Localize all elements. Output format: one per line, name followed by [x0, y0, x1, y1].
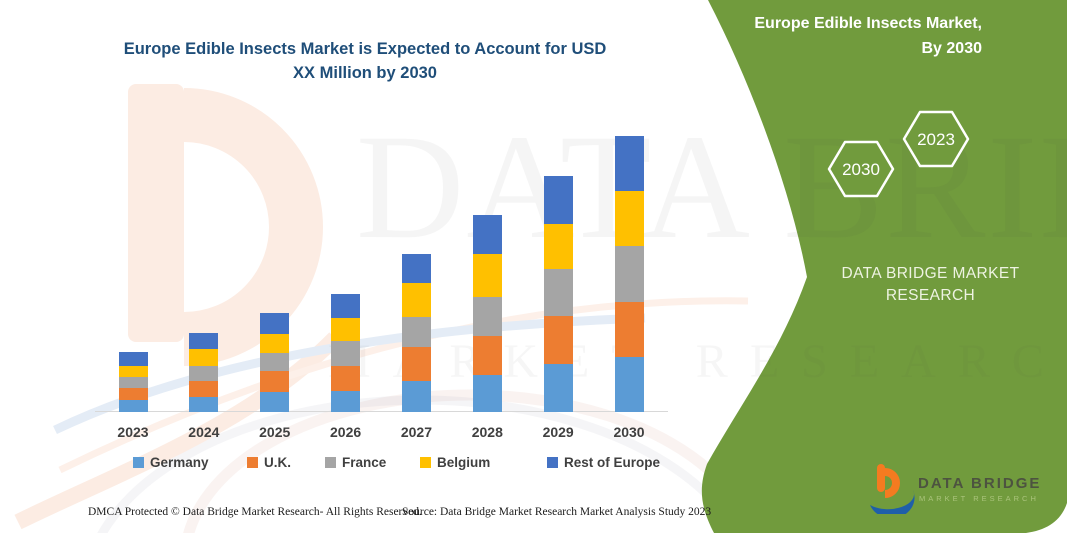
side-heading-line1: Europe Edible Insects Market,: [754, 15, 982, 32]
x-axis-label-2030: 2030: [613, 424, 645, 440]
legend-item-belgium: Belgium: [420, 455, 490, 470]
x-axis-label-2027: 2027: [400, 424, 433, 440]
bar-segment-rest-of-europe: [118, 352, 148, 366]
bar-segment-germany: [472, 375, 502, 412]
bar-segment-u-k-: [331, 366, 361, 391]
legend-label: Germany: [150, 455, 209, 470]
brand-text-line2: RESEARCH: [885, 287, 976, 305]
legend-swatch: [247, 457, 258, 468]
x-axis-label-2025: 2025: [259, 424, 291, 440]
legend-item-france: France: [325, 455, 386, 470]
bar-segment-france: [543, 269, 573, 316]
bar-segment-u-k-: [260, 371, 290, 392]
bar-segment-u-k-: [401, 347, 431, 381]
page-title-line1: Europe Edible Insects Market is Expected…: [123, 40, 607, 58]
bar-column-2028: [472, 215, 502, 412]
hexagon-2030-label: 2030: [842, 160, 880, 179]
x-axis-label-2023: 2023: [117, 424, 149, 440]
legend-swatch: [325, 457, 336, 468]
bar-segment-rest-of-europe: [260, 313, 290, 334]
page-title: Europe Edible Insects Market is Expected…: [65, 38, 665, 86]
bar-segment-germany: [331, 391, 361, 412]
bar-segment-belgium: [472, 254, 502, 297]
legend-swatch: [133, 457, 144, 468]
bar-segment-belgium: [331, 318, 361, 341]
bar-column-2030: [614, 136, 644, 412]
bar-segment-belgium: [543, 224, 573, 269]
bar-segment-france: [614, 246, 644, 302]
footer-dmca: DMCA Protected © Data Bridge Market Rese…: [88, 506, 422, 518]
bar-segment-belgium: [260, 334, 290, 353]
legend-item-germany: Germany: [133, 455, 209, 470]
bar-segment-rest-of-europe: [543, 176, 573, 224]
footer-source: Source: Data Bridge Market Research Mark…: [402, 506, 712, 518]
logo-b-bowl: [884, 468, 900, 498]
legend-label: France: [342, 455, 387, 470]
bar-segment-germany: [189, 397, 219, 412]
bar-segment-france: [189, 366, 219, 381]
bar-segment-france: [472, 297, 502, 336]
logo-tagline-text: MARKET RESEARCH: [919, 494, 1039, 503]
bar-segment-rest-of-europe: [189, 333, 219, 349]
bar-segment-rest-of-europe: [614, 136, 644, 191]
bar-segment-belgium: [401, 283, 431, 317]
bar-segment-belgium: [118, 366, 148, 377]
bar-segment-u-k-: [189, 381, 219, 397]
bar-segment-germany: [260, 392, 290, 412]
legend-swatch: [547, 457, 558, 468]
page-title-line2: XX Million by 2030: [293, 63, 437, 82]
bar-segment-germany: [614, 357, 644, 412]
bar-segment-germany: [118, 400, 148, 412]
bar-segment-france: [331, 341, 361, 366]
bar-segment-rest-of-europe: [331, 294, 361, 318]
bar-column-2025: [260, 313, 290, 412]
bar-column-2029: [543, 176, 573, 412]
bar-segment-germany: [401, 381, 431, 412]
legend-item-rest-of-europe: Rest of Europe: [547, 455, 660, 470]
bar-segment-rest-of-europe: [401, 254, 431, 283]
bar-segment-germany: [543, 364, 573, 412]
data-bridge-logo-icon: [870, 464, 915, 514]
bar-column-2024: [189, 333, 219, 412]
bar-column-2027: [401, 254, 431, 412]
legend-label: Belgium: [437, 455, 491, 470]
legend-swatch: [420, 457, 431, 468]
bar-column-2023: [118, 352, 148, 412]
bar-segment-belgium: [614, 191, 644, 246]
bar-segment-u-k-: [472, 336, 502, 375]
bar-segment-u-k-: [118, 388, 148, 400]
bar-segment-u-k-: [543, 316, 573, 364]
x-axis-label-2026: 2026: [330, 424, 362, 440]
x-axis-label-2028: 2028: [471, 424, 503, 440]
hexagon-2023-label: 2023: [917, 130, 955, 149]
logo-brand-text: DATA BRIDGE: [918, 475, 1042, 492]
bar-segment-belgium: [189, 349, 219, 366]
side-heading-line2: By 2030: [921, 39, 983, 57]
bar-segment-france: [118, 377, 148, 388]
bar-segment-u-k-: [614, 302, 644, 357]
x-axis-label-2029: 2029: [542, 424, 574, 440]
bar-column-2026: [331, 294, 361, 412]
logo-swoosh: [870, 490, 915, 514]
x-axis-line: [95, 411, 668, 412]
bar-segment-rest-of-europe: [472, 215, 502, 254]
brand-text: DATA BRIDGE MARKET RESEARCH: [818, 263, 1043, 308]
logo-b-stem: [877, 464, 885, 492]
x-axis-label-2024: 2024: [188, 424, 220, 440]
legend-label: Rest of Europe: [564, 455, 661, 470]
legend-item-u-k-: U.K.: [247, 455, 291, 470]
bar-segment-france: [260, 353, 290, 371]
brand-text-line1: DATA BRIDGE MARKET: [841, 265, 1020, 282]
bar-segment-france: [401, 317, 431, 347]
legend-label: U.K.: [264, 455, 291, 470]
side-panel-heading: Europe Edible Insects Market, By 2030: [754, 12, 982, 62]
watermark-text-secondary: MARKET RESEARCH: [328, 335, 1067, 388]
